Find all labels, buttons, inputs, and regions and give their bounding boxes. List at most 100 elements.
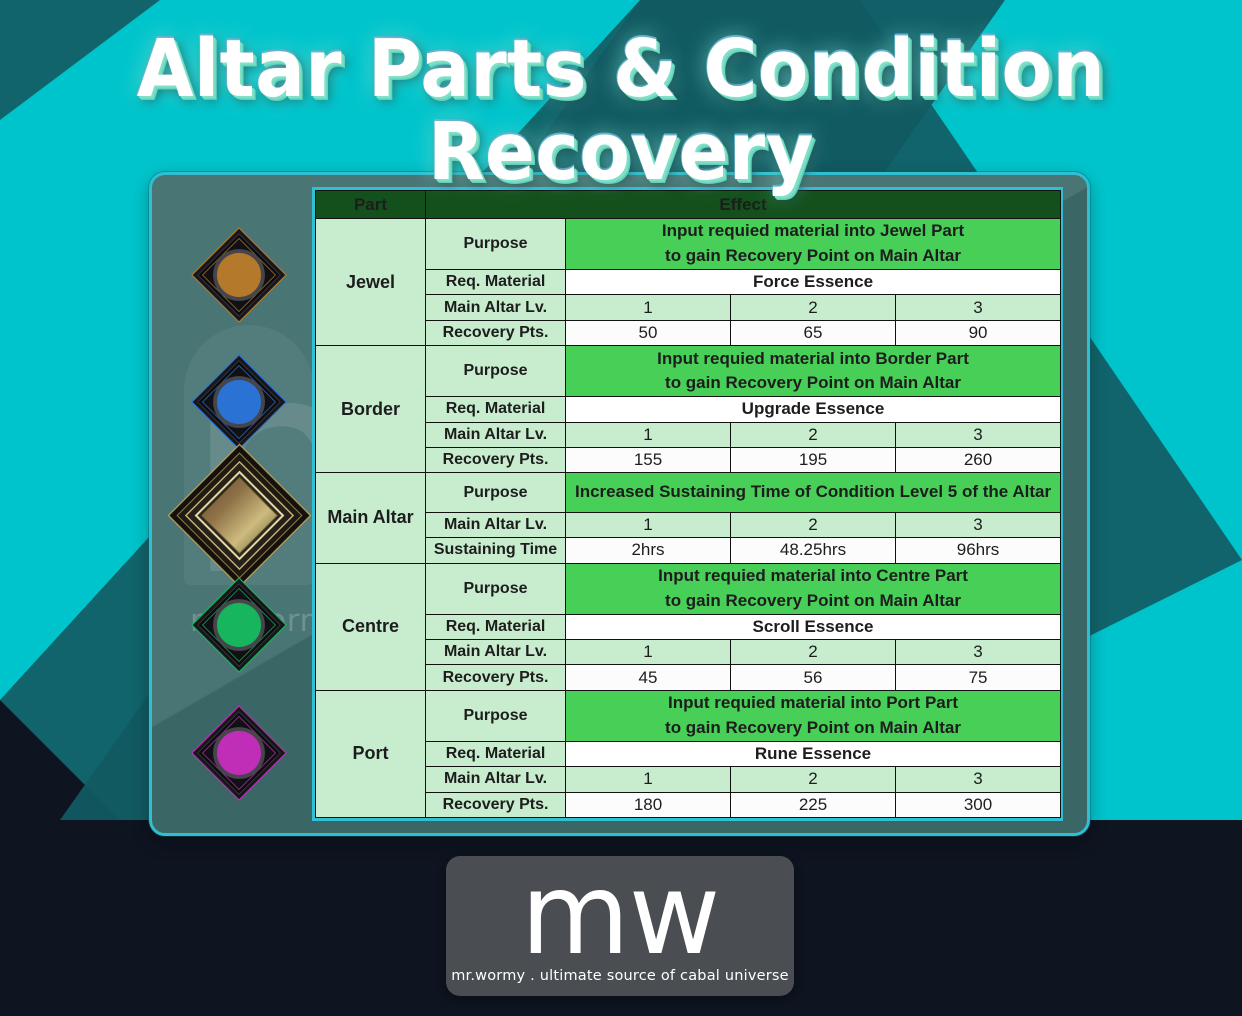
row-label-purpose: Purpose [425,689,566,742]
purpose-text-cell: Input requied material into Border Part t… [564,345,1062,398]
row-label-main-altar-level: Main Altar Lv. [425,421,566,448]
level-cell: 2 [730,766,896,793]
altar-parts-table-container: Part Effect Jewel Purpose Input requied ma… [312,187,1063,821]
value-cell: 90 [894,319,1062,347]
value-cell: 300 [894,791,1062,819]
table-row: Req. Material Force Essence [316,269,1062,296]
table-row: Recovery Pts. 155 195 260 [316,446,1062,474]
row-label-purpose: Purpose [425,345,566,398]
row-label-value: Sustaining Time [425,537,566,564]
table-row: Main Altar Purpose Increased Sustaining Ti… [315,472,1062,564]
row-label-main-altar-level: Main Altar Lv. [425,511,566,539]
purpose-text-cell: Increased Sustaining Time of Condition L… [564,472,1062,513]
row-label-main-altar-level: Main Altar Lv. [425,294,566,321]
level-cell: 3 [894,294,1062,321]
value-cell: 45 [565,664,731,691]
level-cell: 1 [565,421,731,448]
value-cell: 195 [730,446,896,474]
table-header-row: Part Effect [315,190,1062,219]
row-label-purpose: Purpose [425,217,566,271]
page-title: Altar Parts & Condition Recovery [136,23,1106,198]
level-cell: 3 [894,766,1062,793]
part-icon-slot [149,705,329,801]
required-material-cell: Scroll Essence [564,613,1062,641]
table-row: Border Purpose Input requied material into… [315,345,1062,474]
page-title-container: Altar Parts & Condition Recovery [0,28,1242,194]
level-cell: 3 [894,511,1062,539]
row-label-value: Recovery Pts. [425,319,566,347]
part-icon-slot [149,443,329,588]
level-cell: 1 [565,639,731,666]
table-row: Sustaining Time 2hrs 48.25hrs 96hrs [316,537,1062,564]
table-row: Req. Material Scroll Essence [316,613,1062,641]
diamond-icon-jewel [191,227,287,323]
value-cell: 260 [894,446,1062,474]
diamond-icon-border [191,354,287,450]
level-cell: 1 [565,766,731,793]
table-row: Req. Material Rune Essence [316,740,1062,768]
column-header-effect: Effect [424,190,1062,219]
logo-mark: mw [520,850,721,980]
table-row: Main Altar Lv. 1 2 3 [316,639,1062,666]
logo-tagline: mr.wormy . ultimate source of cabal univ… [451,968,789,985]
part-name-cell: Port [315,689,426,819]
table-row: Recovery Pts. 45 56 75 [316,664,1062,691]
part-icon-core [216,252,262,298]
value-cell: 56 [730,664,896,691]
row-label-main-altar-level: Main Altar Lv. [425,766,566,793]
table-head: Part Effect [315,190,1062,219]
part-icon-slot [149,354,329,450]
purpose-text-cell: Input requied material into Port Part to … [564,689,1062,742]
value-cell: 48.25hrs [730,537,896,564]
table-row: Recovery Pts. 50 65 90 [316,319,1062,347]
table-row: Port Purpose Input requied material into P… [315,689,1062,819]
level-cell: 2 [730,639,896,666]
part-name-cell: Main Altar [315,472,426,564]
row-label-value: Recovery Pts. [425,791,566,819]
part-name-cell: Jewel [315,217,426,347]
level-cell: 3 [894,639,1062,666]
value-cell: 65 [730,319,896,347]
row-label-value: Recovery Pts. [425,664,566,691]
part-icons-column [149,172,329,836]
part-name-cell: Border [315,345,426,474]
table-row: Main Altar Lv. 1 2 3 [316,421,1062,448]
required-material-cell: Force Essence [564,269,1062,296]
row-label-purpose: Purpose [425,562,566,615]
row-label-required-material: Req. Material [425,396,566,423]
level-cell: 2 [730,421,896,448]
value-cell: 155 [565,446,731,474]
part-name-cell: Centre [315,562,426,691]
row-label-required-material: Req. Material [425,613,566,641]
table-row: Main Altar Lv. 1 2 3 [316,511,1062,539]
part-icon-core [216,379,262,425]
level-cell: 2 [730,294,896,321]
table-row: Jewel Purpose Input requied material into … [315,217,1062,347]
diamond-icon-centre [191,577,287,673]
row-label-main-altar-level: Main Altar Lv. [425,639,566,666]
purpose-text-cell: Input requied material into Jewel Part to… [564,217,1062,271]
column-header-part: Part [315,190,426,219]
table-row: Req. Material Upgrade Essence [316,396,1062,423]
table-body: Jewel Purpose Input requied material into … [315,217,1062,819]
value-cell: 96hrs [894,537,1062,564]
level-cell: 1 [565,511,731,539]
purpose-text-cell: Input requied material into Centre Part t… [564,562,1062,615]
table-row: Centre Purpose Input requied material into… [315,562,1062,691]
required-material-cell: Rune Essence [564,740,1062,768]
value-cell: 50 [565,319,731,347]
level-cell: 1 [565,294,731,321]
value-cell: 225 [730,791,896,819]
brand-logo-badge: mw mr.wormy . ultimate source of cabal u… [446,856,794,996]
part-icon-slot [149,577,329,673]
row-label-required-material: Req. Material [425,740,566,768]
value-cell: 75 [894,664,1062,691]
table-row: Main Altar Lv. 1 2 3 [316,294,1062,321]
part-icon-core [216,730,262,776]
row-label-value: Recovery Pts. [425,446,566,474]
table-row: Recovery Pts. 180 225 300 [316,791,1062,819]
part-icon-core [216,602,262,648]
table-row: Main Altar Lv. 1 2 3 [316,766,1062,793]
row-label-required-material: Req. Material [425,269,566,296]
diamond-icon-main-altar [167,443,311,587]
